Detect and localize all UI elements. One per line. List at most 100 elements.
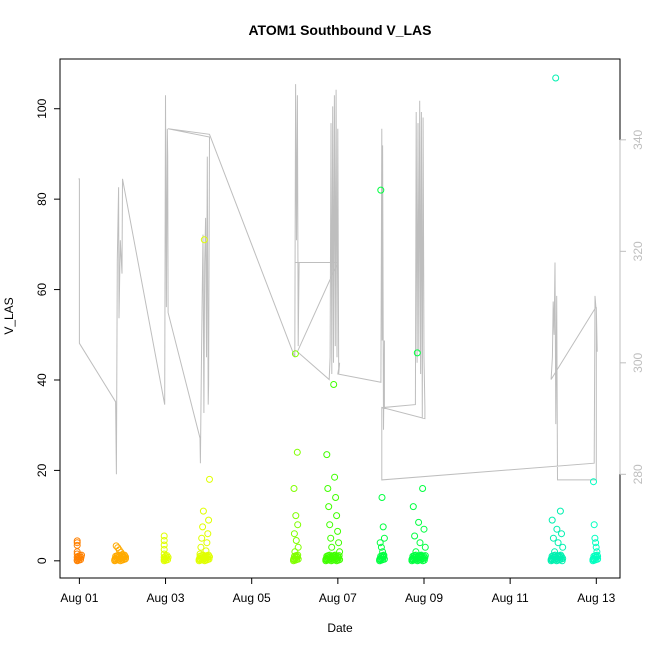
data-point xyxy=(548,516,556,524)
plot-frame xyxy=(59,58,621,579)
overlay-line xyxy=(78,84,598,481)
data-point xyxy=(114,544,122,552)
data-point xyxy=(203,539,211,547)
data-point xyxy=(291,548,299,556)
data-point xyxy=(417,552,425,560)
data-point xyxy=(377,543,385,551)
data-point xyxy=(293,552,301,560)
y-axis-label: V_LAS xyxy=(2,297,16,334)
data-point xyxy=(594,552,602,560)
data-point xyxy=(202,547,210,555)
data-point xyxy=(293,448,301,456)
data-point xyxy=(327,534,335,542)
data-point xyxy=(589,556,597,563)
data-point xyxy=(331,473,339,481)
data-point xyxy=(160,537,168,544)
data-point xyxy=(549,534,557,542)
data-point xyxy=(380,552,388,560)
data-point xyxy=(591,534,599,542)
data-point xyxy=(555,552,563,560)
data-point xyxy=(200,236,208,244)
data-point xyxy=(379,523,387,531)
data-point xyxy=(558,553,566,561)
data-point xyxy=(376,539,384,547)
data-point xyxy=(420,525,428,533)
y2-tick-label: 320 xyxy=(631,241,645,261)
data-point xyxy=(199,523,207,531)
data-point xyxy=(329,552,337,560)
data-point xyxy=(590,478,597,486)
data-point xyxy=(419,485,427,492)
data-point xyxy=(294,543,302,551)
x-tick-label: Aug 09 xyxy=(405,591,443,605)
data-point xyxy=(291,350,299,358)
secondary-y-axis: 280 300 320 340 xyxy=(619,130,645,484)
data-point xyxy=(421,552,429,560)
y-axis: 0 20 40 60 80 100 xyxy=(35,98,61,564)
data-point xyxy=(160,541,168,549)
y2-tick-label: 340 xyxy=(631,130,645,150)
data-point xyxy=(164,553,172,561)
data-point xyxy=(334,527,342,535)
x-tick-label: Aug 01 xyxy=(60,591,98,605)
data-point xyxy=(196,550,204,558)
data-point xyxy=(380,534,388,542)
x-axis-label: Date xyxy=(327,621,353,635)
data-point xyxy=(554,539,562,547)
data-point xyxy=(160,532,168,540)
y-tick-label: 100 xyxy=(35,98,49,118)
data-point xyxy=(73,537,81,545)
data-point xyxy=(325,503,333,511)
y-tick-label: 80 xyxy=(35,192,49,206)
data-point xyxy=(592,539,600,547)
data-point xyxy=(416,539,424,547)
data-point xyxy=(160,550,168,558)
overlay-line-layer xyxy=(78,84,598,481)
y2-tick-label: 280 xyxy=(631,464,645,484)
data-point xyxy=(323,451,331,459)
data-point xyxy=(73,550,81,558)
data-point xyxy=(290,485,298,492)
data-point xyxy=(380,555,388,563)
data-point xyxy=(198,534,206,542)
data-point xyxy=(421,543,429,551)
data-point xyxy=(206,475,213,483)
data-point xyxy=(204,530,212,538)
data-point xyxy=(408,556,416,563)
data-point xyxy=(412,548,420,556)
data-point xyxy=(559,543,567,551)
data-point xyxy=(379,548,387,556)
data-point xyxy=(73,553,81,561)
x-tick-label: Aug 03 xyxy=(147,591,185,605)
data-point xyxy=(590,521,598,529)
data-point xyxy=(559,555,567,562)
x-tick-label: Aug 11 xyxy=(492,591,529,605)
data-point xyxy=(594,555,602,563)
data-point xyxy=(197,543,205,551)
y-tick-label: 40 xyxy=(35,373,49,387)
data-point xyxy=(556,507,564,515)
x-tick-label: Aug 13 xyxy=(577,591,615,605)
data-point xyxy=(592,543,600,551)
data-point xyxy=(199,507,207,515)
data-point xyxy=(322,556,330,563)
data-point xyxy=(336,556,344,564)
data-point xyxy=(111,556,119,564)
data-point xyxy=(547,556,555,563)
data-point xyxy=(333,512,341,520)
data-point xyxy=(411,532,419,540)
data-point xyxy=(206,553,213,561)
data-point xyxy=(326,521,334,529)
data-point xyxy=(292,537,300,544)
data-point xyxy=(558,530,565,538)
data-point xyxy=(336,548,344,556)
points-layer xyxy=(73,74,602,565)
x-tick-label: Aug 07 xyxy=(319,591,357,605)
data-point xyxy=(413,349,421,357)
chart-title: ATOM1 Southbound V_LAS xyxy=(248,22,431,38)
data-point xyxy=(551,548,559,556)
y-tick-label: 20 xyxy=(35,463,49,477)
data-point xyxy=(553,525,561,533)
